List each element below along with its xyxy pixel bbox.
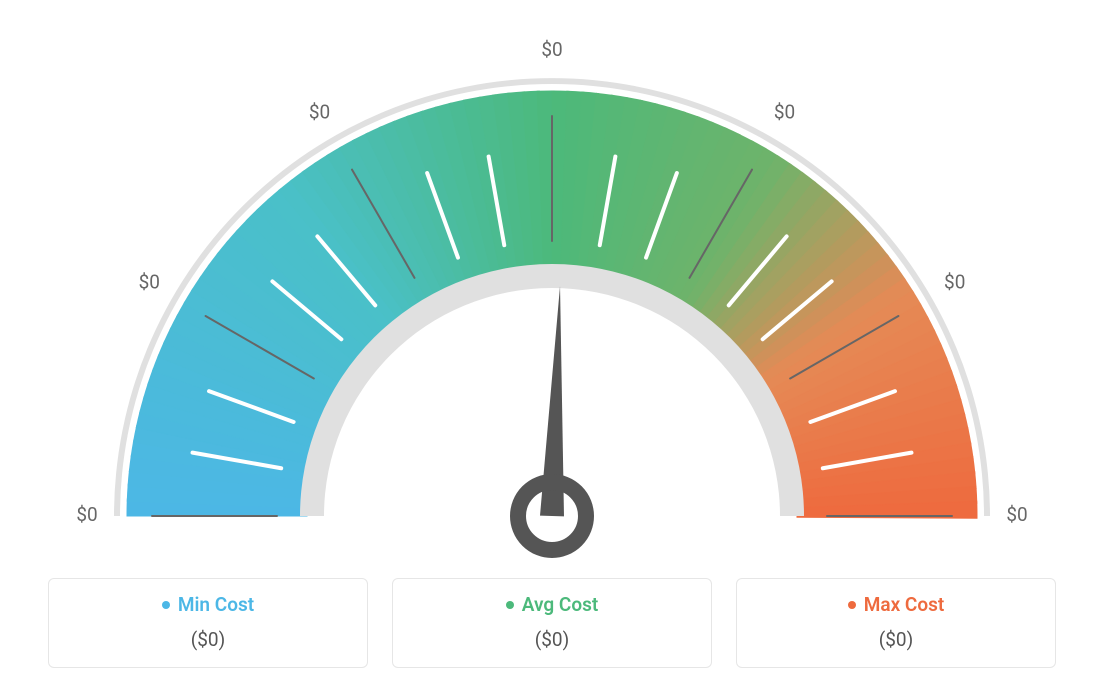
gauge-svg: $0 $0 $0 $0 $0 $0 $0 — [72, 36, 1032, 576]
svg-text:$0: $0 — [774, 100, 795, 123]
legend-dot-avg — [506, 601, 514, 609]
legend-value-max: ($0) — [737, 628, 1055, 651]
svg-text:$0: $0 — [944, 271, 965, 294]
legend-label-max: Max Cost — [864, 593, 945, 616]
svg-text:$0: $0 — [541, 38, 562, 61]
legend-value-min: ($0) — [49, 628, 367, 651]
svg-text:$0: $0 — [309, 100, 330, 123]
legend-card-min: Min Cost ($0) — [48, 578, 368, 668]
svg-text:$0: $0 — [76, 503, 97, 526]
svg-text:$0: $0 — [1006, 503, 1027, 526]
legend-row: Min Cost ($0) Avg Cost ($0) Max Cost ($0… — [0, 578, 1104, 668]
legend-dot-max — [848, 601, 856, 609]
gauge-chart-container: $0 $0 $0 $0 $0 $0 $0 Min Cost ($0) Avg Cost ($… — [0, 0, 1104, 690]
legend-title-avg: Avg Cost — [506, 593, 598, 616]
legend-label-min: Min Cost — [178, 593, 254, 616]
legend-value-avg: ($0) — [393, 628, 711, 651]
legend-title-min: Min Cost — [162, 593, 254, 616]
legend-title-max: Max Cost — [848, 593, 945, 616]
legend-card-avg: Avg Cost ($0) — [392, 578, 712, 668]
legend-dot-min — [162, 601, 170, 609]
svg-text:$0: $0 — [139, 271, 160, 294]
legend-label-avg: Avg Cost — [522, 593, 598, 616]
legend-card-max: Max Cost ($0) — [736, 578, 1056, 668]
gauge: $0 $0 $0 $0 $0 $0 $0 — [72, 36, 1032, 580]
